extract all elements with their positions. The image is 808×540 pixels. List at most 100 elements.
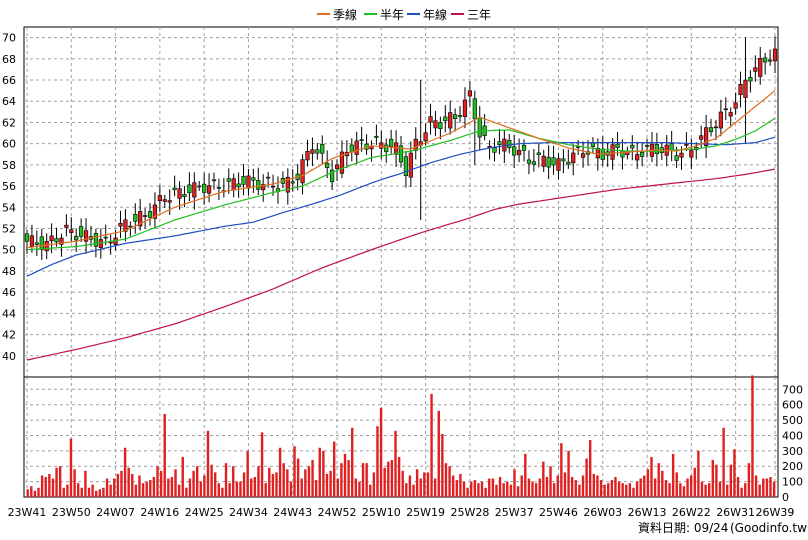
- candle-body: [39, 236, 44, 250]
- volume-bar: [235, 481, 239, 497]
- candle-body: [408, 152, 413, 178]
- candle-body: [167, 200, 172, 203]
- volume-bar: [736, 477, 740, 497]
- volume-panel: 100 200 300 400 500 600 700 0: [23, 375, 803, 504]
- volume-bar: [174, 469, 177, 497]
- volume-bar: [480, 481, 484, 497]
- candle-body: [433, 120, 438, 129]
- candle-body: [477, 117, 482, 138]
- volume-bar: [203, 475, 206, 497]
- volume-bar: [239, 481, 242, 497]
- volume-bar: [419, 478, 422, 497]
- candle-body: [197, 185, 202, 188]
- candle-body: [521, 144, 527, 151]
- volume-bar: [632, 487, 635, 497]
- candle-body: [261, 184, 266, 191]
- candle-body: [443, 116, 448, 122]
- candle-body: [330, 169, 335, 183]
- volume-bar: [55, 467, 58, 497]
- volume-bar: [671, 453, 675, 497]
- volume-bar: [415, 469, 419, 497]
- volume-bar: [646, 469, 650, 497]
- candle-body: [310, 149, 315, 154]
- candle-body: [236, 183, 241, 188]
- volume-bar: [520, 475, 523, 497]
- candle-body: [590, 142, 596, 147]
- volume-bar: [131, 473, 134, 497]
- volume-bar: [76, 483, 80, 497]
- price-tick-label: 42: [2, 329, 16, 342]
- x-tick-label: 23W50: [52, 506, 91, 519]
- candle-body: [403, 156, 409, 176]
- candle-body: [654, 144, 659, 154]
- candle-body: [103, 236, 108, 239]
- volume-bar: [387, 461, 390, 497]
- candle-body: [325, 162, 330, 169]
- volume-bar: [358, 481, 361, 497]
- candle-body: [192, 182, 197, 198]
- volume-bar: [311, 460, 314, 497]
- volume-bar: [66, 484, 69, 497]
- volume-bar: [30, 486, 33, 497]
- volume-bar: [762, 478, 765, 497]
- volume-bar: [163, 413, 166, 497]
- volume-bar: [48, 473, 51, 497]
- candle-body: [290, 181, 295, 184]
- x-tick-label: 26W39: [756, 506, 795, 519]
- volume-bar: [73, 469, 76, 497]
- volume-tick-label: 300: [782, 445, 803, 458]
- volume-bar: [697, 450, 700, 497]
- volume-bar: [195, 466, 199, 497]
- volume-bar: [314, 480, 318, 497]
- volume-bar: [145, 481, 148, 497]
- candle-body: [246, 175, 251, 189]
- volume-bar: [159, 470, 163, 497]
- candle-body: [74, 235, 79, 241]
- candle-body: [472, 98, 477, 120]
- volume-bar: [91, 484, 94, 497]
- candle-body: [413, 138, 418, 151]
- candle-body: [674, 155, 679, 161]
- volume-bar: [167, 478, 170, 497]
- candle-body: [689, 149, 694, 158]
- legend-label-year: 年線: [423, 7, 447, 22]
- candle-body: [753, 67, 758, 72]
- volume-bar: [408, 475, 412, 497]
- volume-bar: [574, 480, 577, 497]
- volume-bar: [491, 478, 495, 497]
- price-panel-frame: [23, 26, 779, 378]
- candle-body: [507, 139, 512, 149]
- volume-bar: [484, 487, 487, 497]
- candle-body: [556, 158, 561, 171]
- x-tick-label: 24W07: [96, 506, 135, 519]
- volume-bar: [549, 466, 552, 497]
- candle-body: [24, 233, 30, 242]
- x-tick-label: 26W22: [672, 506, 711, 519]
- volume-bar: [354, 478, 358, 497]
- candle-body: [723, 108, 728, 111]
- volume-bar: [700, 481, 704, 497]
- volume-bar: [570, 477, 574, 497]
- volume-bar: [552, 483, 556, 497]
- volume-bar: [156, 466, 159, 497]
- volume-bar: [657, 463, 660, 497]
- candle-body: [305, 150, 310, 161]
- volume-bar: [473, 480, 477, 497]
- volume-tick-label: 400: [782, 429, 803, 442]
- volume-tick-label: 0: [782, 491, 789, 504]
- x-tick-label: 26W03: [583, 506, 622, 519]
- candle-body: [512, 146, 517, 156]
- volume-bar: [246, 450, 249, 497]
- volume-bar: [599, 480, 603, 497]
- volume-bar: [206, 430, 210, 497]
- price-tick-label: 64: [2, 95, 16, 108]
- candle-body: [679, 152, 684, 158]
- volume-bar: [40, 475, 44, 497]
- volume-bar: [127, 467, 130, 497]
- volume-bar: [437, 410, 440, 497]
- price-tick-label: 40: [2, 350, 16, 363]
- volume-bar: [426, 472, 430, 497]
- volume-bar: [152, 477, 156, 497]
- volume-bar: [581, 475, 585, 497]
